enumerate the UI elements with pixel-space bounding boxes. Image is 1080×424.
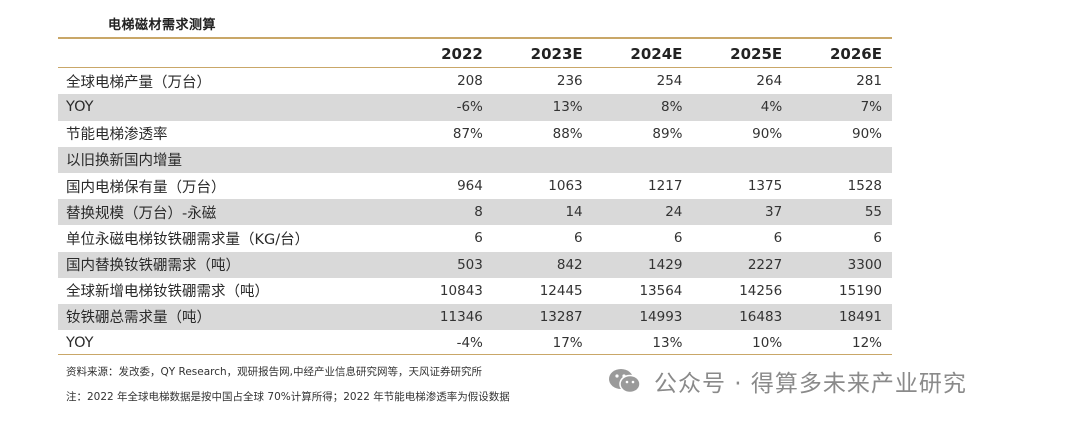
cell-2026e: 3300 xyxy=(792,251,892,278)
cell-2024e: 8% xyxy=(592,94,693,121)
demand-table: 2022 2023E 2024E 2025E 2026E 全球电梯产量（万台） 2… xyxy=(58,41,892,356)
table-row: YOY -4% 17% 13% 10% 12% xyxy=(58,330,892,356)
cell-2022: -6% xyxy=(406,94,493,121)
table-row: 钕铁硼总需求量（吨） 11346 13287 14993 16483 18491 xyxy=(58,303,892,331)
cell-2023e: 13% xyxy=(492,94,593,121)
cell-2024e: 6 xyxy=(673,230,683,247)
header-year-2024e: 2024E xyxy=(592,41,693,69)
cell-2023e: 6 xyxy=(574,230,583,247)
watermark: 公众号 · 得算多未来产业研究 xyxy=(608,364,967,398)
cell-2024e: 14993 xyxy=(592,303,693,331)
header-year-2026e: 2026E xyxy=(792,41,892,69)
cell-2024e: 254 xyxy=(656,73,683,90)
cell-2025e: 6 xyxy=(773,230,783,247)
cell-2022: -4% xyxy=(456,335,483,352)
row-label: 以旧换新国内增量 xyxy=(58,146,406,173)
top-rule xyxy=(58,37,892,39)
page-title: 电梯磁材需求测算 xyxy=(108,18,217,33)
table-row: 单位永磁电梯钕铁硼需求量（KG/台） 6 6 6 6 6 xyxy=(58,225,892,251)
cell-2024e: 89% xyxy=(652,125,683,142)
row-label: 全球电梯产量（万台） xyxy=(66,74,211,91)
cell-2022: 503 xyxy=(406,251,493,278)
cell-2022: 11346 xyxy=(406,303,493,331)
row-label: 替换规模（万台）-永磁 xyxy=(58,199,406,226)
header-year-2022: 2022 xyxy=(406,41,493,69)
cell-2026e: 55 xyxy=(792,199,892,226)
table-row: 国内替换钕铁硼需求（吨） 503 842 1429 2227 3300 xyxy=(58,251,892,278)
cell-2022: 6 xyxy=(474,230,483,247)
row-label: 钕铁硼总需求量（吨） xyxy=(58,303,406,331)
cell-2026e: 7% xyxy=(792,94,892,121)
cell-2025e: 16483 xyxy=(692,303,793,331)
footnote: 注：2022 年全球电梯数据是按中国占全球 70%计算所得；2022 年节能电梯… xyxy=(66,391,510,403)
header-label-col xyxy=(58,41,406,69)
cell-2022: 10843 xyxy=(439,282,483,299)
table-row: 国内电梯保有量（万台） 964 1063 1217 1375 1528 xyxy=(58,173,892,199)
row-label: 国内电梯保有量（万台） xyxy=(66,179,226,196)
notes: 资料来源：发改委，QY Research，观研报告网,中经产业信息研究网等，天风… xyxy=(66,360,510,410)
cell-2026e: 90% xyxy=(851,125,882,142)
cell-2025e: 90% xyxy=(752,125,783,142)
table-row: 替换规模（万台）-永磁 8 14 24 37 55 xyxy=(58,199,892,226)
table-row: YOY -6% 13% 8% 4% 7% xyxy=(58,94,892,121)
source-note: 资料来源：发改委，QY Research，观研报告网,中经产业信息研究网等，天风… xyxy=(66,366,483,378)
table-row: 以旧换新国内增量 xyxy=(58,146,892,173)
cell-2026e: 6 xyxy=(873,230,882,247)
row-label: 单位永磁电梯钕铁硼需求量（KG/台） xyxy=(66,231,310,248)
cell-2026e: 18491 xyxy=(792,303,892,331)
cell-2023e: 842 xyxy=(492,251,593,278)
header-row: 2022 2023E 2024E 2025E 2026E xyxy=(58,41,892,69)
cell-2023e: 88% xyxy=(552,125,583,142)
row-label: 节能电梯渗透率 xyxy=(66,127,168,144)
cell-2025e: 37 xyxy=(692,199,793,226)
cell-2026e xyxy=(792,146,892,173)
cell-2026e: 15190 xyxy=(839,282,882,299)
cell-2025e: 10% xyxy=(752,335,783,352)
cell-2025e: 2227 xyxy=(692,251,793,278)
header-year-2023e: 2023E xyxy=(492,41,593,69)
row-label: YOY xyxy=(66,335,94,352)
cell-2022: 964 xyxy=(457,178,483,195)
cell-2025e xyxy=(692,146,793,173)
cell-2023e: 236 xyxy=(556,73,583,90)
cell-2023e xyxy=(492,146,593,173)
row-label: 国内替换钕铁硼需求（吨） xyxy=(58,251,406,278)
row-label: 全球新增电梯钕铁硼需求（吨） xyxy=(66,284,269,301)
watermark-text: 公众号 · 得算多未来产业研究 xyxy=(654,371,967,397)
cell-2022 xyxy=(406,146,493,173)
cell-2022: 87% xyxy=(452,125,483,142)
cell-2025e: 4% xyxy=(692,94,793,121)
cell-2022: 8 xyxy=(406,199,493,226)
cell-2024e: 1217 xyxy=(648,178,683,195)
cell-2024e: 24 xyxy=(592,199,693,226)
bottom-rule xyxy=(58,354,892,355)
cell-2026e: 281 xyxy=(856,73,882,90)
row-label: YOY xyxy=(58,94,406,121)
cell-2023e: 17% xyxy=(552,335,583,352)
cell-2024e: 13% xyxy=(652,335,683,352)
cell-2025e: 264 xyxy=(756,73,783,90)
table-row: 全球新增电梯钕铁硼需求（吨） 10843 12445 13564 14256 15190 xyxy=(58,278,892,304)
cell-2026e: 12% xyxy=(851,335,882,352)
cell-2024e: 1429 xyxy=(592,251,693,278)
cell-2026e: 1528 xyxy=(847,178,882,195)
cell-2023e: 14 xyxy=(492,199,593,226)
table-row: 节能电梯渗透率 87% 88% 89% 90% 90% xyxy=(58,121,892,147)
cell-2025e: 14256 xyxy=(739,282,783,299)
cell-2023e: 12445 xyxy=(539,282,583,299)
cell-2023e: 1063 xyxy=(548,178,583,195)
cell-2024e: 13564 xyxy=(639,282,683,299)
cell-2024e xyxy=(592,146,693,173)
table-body: 全球电梯产量（万台） 208 236 254 264 281 YOY -6% 13% 8% 4% 7%… xyxy=(58,68,892,357)
header-year-2025e: 2025E xyxy=(692,41,793,69)
cell-2022: 208 xyxy=(457,73,483,90)
cell-2025e: 1375 xyxy=(747,178,783,195)
cell-2023e: 13287 xyxy=(492,303,593,331)
table-row: 全球电梯产量（万台） 208 236 254 264 281 xyxy=(58,68,892,95)
wechat-icon xyxy=(609,369,641,394)
